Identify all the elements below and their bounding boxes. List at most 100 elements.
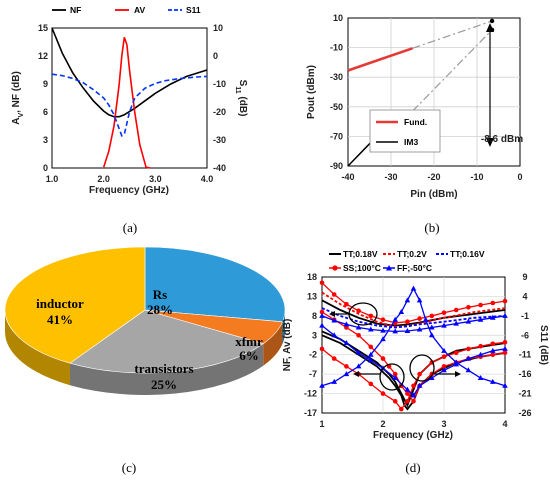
panel-d-marker-ff-50-c-s11 (410, 285, 417, 291)
panel-d-marker-ss-100-c-av (417, 371, 422, 377)
panel-b-extrapolation-line (412, 29, 493, 112)
panel-b-arrow-head-up (486, 23, 494, 32)
panel-a-y-tick-6: 6 (43, 107, 48, 117)
panel-d-marker-ss-100-c-s11 (319, 309, 325, 315)
panel-d-series-ff-50-c-nf (321, 315, 506, 333)
panel-a-series-s11 (51, 73, 208, 137)
panel-d-caption: (d) (405, 460, 420, 475)
panel-a-y2-tick-30: -30 (213, 135, 226, 145)
panel-d-marker-ss-100-c-nf (380, 317, 386, 323)
panel-d-marker-ff-50-c-s11 (490, 378, 496, 384)
panel-d-x-tick-1: 1 (319, 419, 324, 429)
panel-d-marker-ff-50-c-nf (392, 328, 398, 334)
panel-d-marker-ss-100-c-s11 (380, 356, 386, 361)
pie-side-inductor (5, 310, 70, 386)
pie-slice-inductor (4, 246, 146, 364)
panel-d-marker-ss-100-c-nf (429, 313, 435, 319)
legend-ss-marker (332, 265, 338, 271)
panel-a-y2-tick-20: -20 (213, 107, 226, 117)
panel-d-marker-ss-100-c-nf (331, 292, 337, 297)
pie-pct-inductor: 41% (47, 312, 73, 327)
pie-label-inductor: inductor (36, 296, 84, 311)
panel-b-x-tick-30: -30 (384, 172, 397, 182)
pie-side-xfmr (263, 321, 283, 366)
panel-a-series-av (102, 37, 151, 169)
panel-d-x-tick-4: 4 (502, 419, 507, 429)
panel-d-marker-ss-100-c-av (405, 399, 410, 404)
panel-d-marker-ff-50-c-nf (477, 316, 484, 322)
panel-d-marker-ff-50-c-av (441, 367, 447, 373)
panel-a-plot-area (51, 27, 208, 169)
panel-d-marker-ss-100-c-av (490, 341, 496, 347)
panel-b-y-tick-90: -90 (330, 161, 343, 171)
panel-d-marker-ss-100-c-s11 (368, 344, 374, 350)
panel-d-marker-ss-100-c-av (411, 383, 416, 389)
panel-d-marker-ff-50-c-av (429, 375, 435, 381)
panel-d-marker-ff-50-c-s11 (343, 371, 350, 377)
panel-d-marker-ss-100-c-nf (441, 310, 447, 316)
panel-b-annotation-text: -8.6 dBm (481, 134, 523, 145)
panel-a-x-tick-1-0: 1.0 (46, 174, 59, 184)
panel-d-marker-ss-100-c-av (344, 364, 349, 369)
panel-d-y-tick-2: -2 (309, 350, 317, 360)
panel-b-series-fund (347, 47, 413, 72)
panel-d-marker-ss-100-c-av (453, 350, 459, 356)
panel-d-y-tick-8: 8 (312, 311, 317, 321)
panel-d-marker-ss-100-c-nf (417, 316, 422, 321)
panel-d-marker-ff-50-c-av (319, 322, 325, 328)
legend-nf-label: NF (70, 5, 81, 15)
panel-d-annotations (329, 302, 461, 391)
panel-d-marker-ff-50-c-av (392, 375, 398, 381)
av-arrow-head (353, 371, 359, 377)
panel-a-y-tick-3: 3 (43, 135, 48, 145)
panel-d-marker-ff-50-c-av (502, 345, 508, 351)
panel-d-y-tick-13: 13 (307, 291, 317, 301)
panel-d-marker-ff-50-c-s11 (429, 332, 435, 338)
legend-ff-marker (386, 265, 392, 271)
panel-a-x-axis-label: Frequency (GHz) (89, 185, 169, 196)
panel-d-chart: -17 -12 -7 -2 3 8 13 18 -26 -21 -16 -11 -6 -1 4 9 1 2 3 4… (282, 249, 549, 475)
panel-d-marker-ss-100-c-s11 (411, 399, 416, 404)
panel-c-pie-chart: inductor 41% Rs 28% xfmr 6% transistors … (4, 246, 286, 475)
panel-d-marker-ss-100-c-nf (344, 301, 349, 307)
panel-d-marker-ss-100-c-nf (405, 319, 410, 325)
panel-b-x-tick-0: 0 (517, 172, 522, 182)
panel-d-marker-ss-100-c-nf (453, 307, 459, 313)
panel-d-marker-ff-50-c-nf (490, 314, 496, 320)
pie-label-transistors: transistors (134, 361, 193, 376)
panel-d-marker-ff-50-c-nf (331, 317, 337, 323)
legend-ss-label: SS;100°C (343, 263, 381, 273)
panel-d-marker-ff-50-c-s11 (319, 382, 325, 388)
pie-pct-xfmr: 6% (239, 348, 259, 363)
panel-d-marker-ss-100-c-av (319, 346, 325, 352)
panel-b-x-axis-label: Pin (dBm) (410, 189, 457, 200)
panel-d-marker-ss-100-c-nf (356, 308, 361, 314)
pie-slice-rs (144, 246, 286, 323)
panel-d-marker-ff-50-c-nf (502, 312, 508, 318)
pie-side-rs (282, 310, 285, 344)
panel-d-marker-ss-100-c-s11 (356, 333, 361, 338)
panel-d-y-tick-18: 18 (307, 272, 317, 282)
panel-d-marker-ff-50-c-s11 (392, 316, 398, 322)
panel-d-marker-ff-50-c-s11 (416, 297, 423, 303)
panel-d-legend: TT;0.18V TT;0.2V TT;0.16V SS;100°C FF;-5… (329, 249, 485, 273)
panel-b-x-tick-40: -40 (341, 172, 354, 182)
panel-d-series-tt-0-18v-s11 (321, 330, 506, 408)
panel-d-marker-ff-50-c-av (477, 351, 484, 357)
panel-d-marker-ss-100-c-s11 (441, 364, 447, 369)
panel-d-marker-ss-100-c-s11 (405, 391, 410, 396)
panel-d-plot-area (321, 276, 506, 414)
panel-d-y-axis-label: NF, Av (dB) (282, 319, 293, 372)
av-group-ellipse (379, 363, 405, 391)
panel-b-extrapolation-line (412, 20, 493, 49)
panel-d-marker-ss-100-c-av (392, 399, 398, 404)
panel-a-y-tick-9: 9 (43, 79, 48, 89)
panel-d-marker-ff-50-c-nf (380, 327, 386, 333)
panel-d-marker-ss-100-c-av (399, 406, 404, 412)
legend-av-label: AV (134, 5, 146, 15)
panel-d-marker-ff-50-c-nf (319, 312, 325, 318)
panel-a-y-tick-12: 12 (38, 51, 48, 61)
panel-d-marker-ss-100-c-nf (502, 298, 508, 304)
panel-a-x-tick-3-0: 3.0 (149, 174, 162, 184)
